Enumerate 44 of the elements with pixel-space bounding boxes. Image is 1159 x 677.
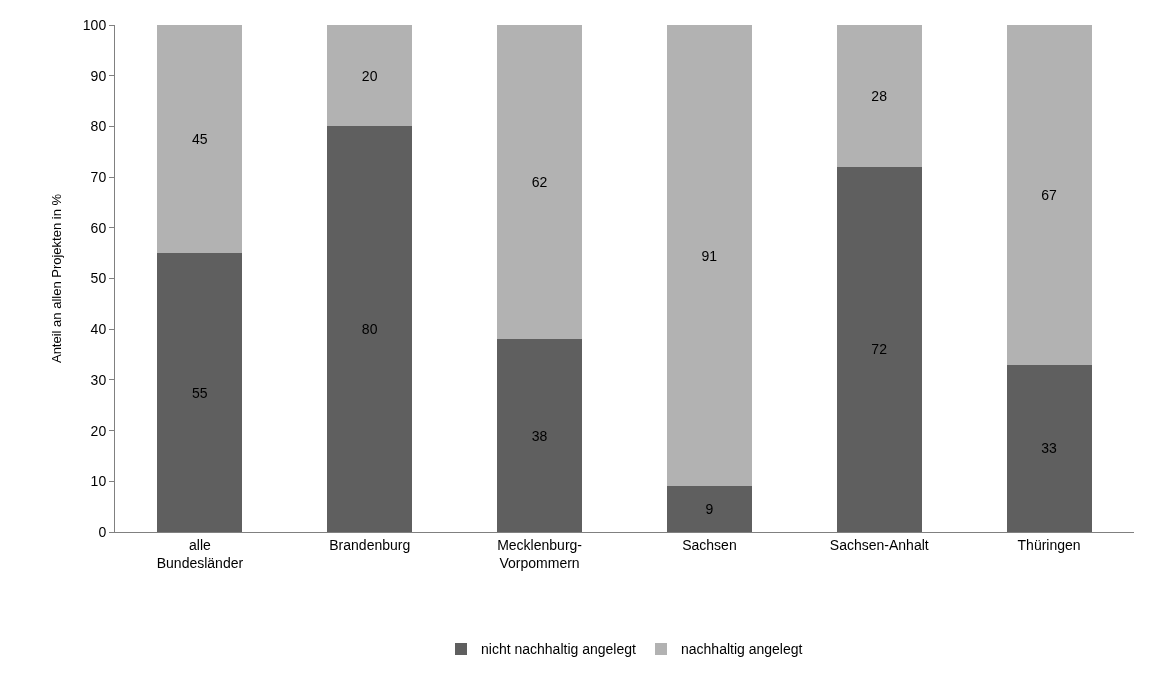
y-tick-label: 50 <box>90 270 107 287</box>
data-label: 67 <box>1041 186 1057 203</box>
y-tick-label: 70 <box>90 169 107 185</box>
data-label: 33 <box>1041 440 1057 457</box>
bar <box>666 486 752 532</box>
data-label: 72 <box>871 341 888 358</box>
x-tick-label: Sachsen <box>682 536 737 553</box>
legend-label: nachhaltig angelegt <box>681 641 803 658</box>
x-tick-label: Thüringen <box>1017 536 1081 553</box>
data-label: 38 <box>531 427 548 444</box>
data-label: 80 <box>361 321 378 338</box>
data-label: 91 <box>701 247 718 264</box>
y-tick-label: 80 <box>90 118 107 135</box>
y-tick-label: 90 <box>90 67 107 84</box>
bar <box>327 25 413 127</box>
bar <box>157 253 243 532</box>
y-tick-label: 100 <box>82 16 107 33</box>
legend-label: nicht nachhaltig angelegt <box>481 641 637 658</box>
x-tick-label: Mecklenburg-Vorpommern <box>497 536 583 571</box>
bar <box>1006 364 1092 532</box>
bar <box>1006 25 1092 365</box>
y-tick-label: 30 <box>90 371 107 388</box>
x-tick-label: alle Bundesländer <box>156 536 244 571</box>
data-label: 55 <box>192 384 208 401</box>
x-tick-label: Brandenburg <box>329 536 411 553</box>
data-label: 28 <box>871 87 888 104</box>
bar <box>157 25 243 254</box>
y-axis-title: Anteil an allen Projekten in % <box>48 193 64 364</box>
y-tick-label: 60 <box>90 219 107 236</box>
y-tick-label: 0 <box>98 523 107 540</box>
bar <box>836 166 922 532</box>
bar <box>497 339 583 532</box>
y-tick-label: 20 <box>90 422 107 439</box>
bar <box>327 126 413 532</box>
data-label: 45 <box>192 131 208 148</box>
bar <box>497 25 583 340</box>
bar <box>666 25 752 487</box>
bar <box>836 25 922 167</box>
x-tick-label: Sachsen-Anhalt <box>829 536 929 553</box>
y-tick-label: 40 <box>90 321 107 338</box>
data-label: 20 <box>361 67 378 84</box>
data-label: 9 <box>705 501 714 518</box>
data-label: 62 <box>531 174 548 191</box>
y-tick-label: 10 <box>90 473 107 490</box>
